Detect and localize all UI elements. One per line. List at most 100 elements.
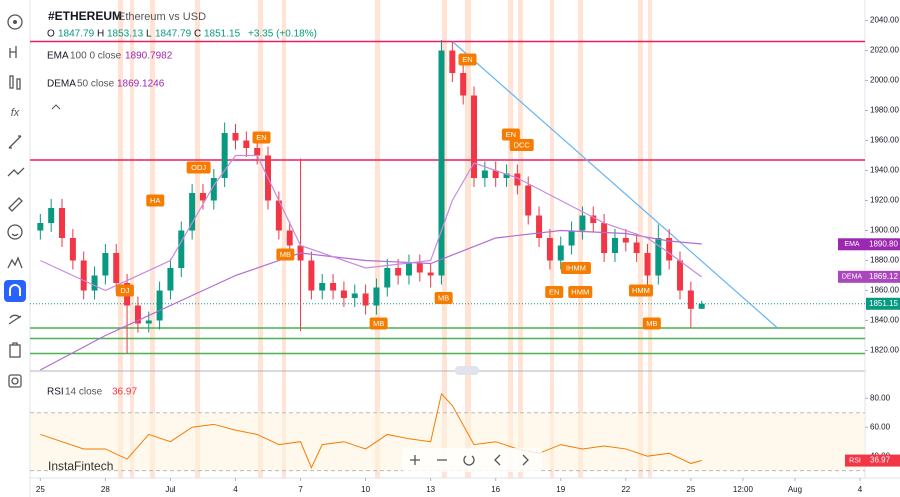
x-tick-label: 22 bbox=[621, 485, 630, 494]
candle-body bbox=[113, 253, 120, 283]
x-tick-label: 28 bbox=[101, 485, 110, 494]
x-tick-label: 4 bbox=[233, 485, 238, 494]
symbol: #ETHEREUM bbox=[48, 9, 122, 23]
candle-body bbox=[622, 238, 629, 243]
indicator-line bbox=[40, 154, 703, 292]
candle-body bbox=[48, 208, 55, 223]
indicator-name: DEMA bbox=[47, 79, 76, 90]
pattern-label: EN bbox=[506, 130, 516, 139]
x-tick-label: 25 bbox=[686, 485, 695, 494]
candle-body bbox=[557, 245, 564, 261]
rsi-tag-label: 36.97 bbox=[870, 456, 891, 465]
ohlc-value: 1853.13 bbox=[107, 29, 144, 40]
x-tick-label: 13 bbox=[426, 485, 435, 494]
pane-handle[interactable] bbox=[455, 366, 479, 375]
indicator-value: 1869.1246 bbox=[117, 79, 165, 90]
change: +3.35 (+0.18%) bbox=[248, 29, 317, 40]
toolbar-icons[interactable]: fx bbox=[4, 14, 26, 388]
candle-body bbox=[134, 305, 141, 324]
candle-body bbox=[384, 268, 391, 288]
zoom-controls[interactable] bbox=[402, 448, 542, 472]
candle-body bbox=[362, 293, 369, 306]
candle-body bbox=[254, 148, 261, 156]
pattern-label: DCC bbox=[514, 140, 531, 149]
x-tick-label: 25 bbox=[36, 485, 45, 494]
candle-body bbox=[351, 293, 358, 298]
ohlc-value: 1847.79 bbox=[58, 29, 95, 40]
candle-body bbox=[167, 268, 174, 291]
candle-body bbox=[405, 263, 412, 276]
x-tick-label: 10 bbox=[361, 485, 370, 494]
indicator-params: 100 0 close bbox=[70, 51, 122, 62]
candle-body bbox=[438, 50, 445, 276]
candle-body bbox=[633, 242, 640, 253]
candle-body bbox=[644, 253, 651, 276]
y-tick-label: 1920.00 bbox=[870, 196, 899, 205]
price-tag-name: DEMA bbox=[842, 274, 863, 281]
y-tick-label: 1900.00 bbox=[870, 226, 899, 235]
candle-body bbox=[37, 223, 44, 231]
candle-body bbox=[416, 263, 423, 273]
pattern-label: HA bbox=[150, 196, 160, 205]
pattern-label: MB bbox=[280, 250, 291, 259]
svg-text:fx: fx bbox=[11, 107, 20, 119]
y-tick-label: 1880.00 bbox=[870, 256, 899, 265]
pattern-badge bbox=[115, 284, 134, 297]
pattern-badge bbox=[642, 317, 661, 330]
candle-body bbox=[145, 320, 152, 324]
candle-body bbox=[330, 283, 337, 291]
candle-body bbox=[687, 290, 694, 309]
y-tick-label: 1960.00 bbox=[870, 136, 899, 145]
toolbar bbox=[0, 0, 30, 497]
candle-body bbox=[232, 133, 239, 141]
y-tick-label: 1860.00 bbox=[870, 286, 899, 295]
indicator-value: 1890.7982 bbox=[125, 51, 173, 62]
watermark: InstaFintech bbox=[48, 459, 113, 473]
candle-body bbox=[178, 230, 185, 268]
ohlc-value: 1851.15 bbox=[204, 29, 241, 40]
candle-body bbox=[655, 238, 662, 276]
pattern-label: MB bbox=[373, 319, 384, 328]
candle-body bbox=[471, 95, 478, 178]
candle-body bbox=[460, 73, 467, 96]
rsi-params: 14 close bbox=[65, 387, 103, 398]
indicator-line bbox=[40, 229, 702, 371]
candle-body bbox=[243, 140, 250, 148]
candle-body bbox=[503, 173, 510, 178]
candle-body bbox=[221, 133, 228, 178]
rsi-tick-label: 60.00 bbox=[870, 422, 891, 431]
ohlc-key: C bbox=[194, 29, 201, 40]
pattern-badge bbox=[276, 248, 295, 261]
header: #ETHEREUM Ethereum vs USD O 1847.79 H 18… bbox=[47, 9, 317, 473]
x-tick-label: Jul bbox=[165, 485, 175, 494]
description: Ethereum vs USD bbox=[118, 11, 206, 23]
rsi-tag-name-bg bbox=[845, 454, 866, 467]
candle-body bbox=[69, 238, 76, 261]
candle-body bbox=[286, 230, 293, 246]
candle-body bbox=[525, 185, 532, 216]
candle-body bbox=[601, 223, 608, 253]
rsi-name: RSI bbox=[47, 387, 64, 398]
indicator-params: 50 close bbox=[77, 79, 115, 90]
rsi-line bbox=[40, 392, 702, 469]
candle-body bbox=[579, 215, 586, 231]
candle-body bbox=[59, 208, 66, 238]
pattern-label: DJ bbox=[120, 286, 129, 295]
session-highlights bbox=[118, 0, 652, 478]
candle-body bbox=[568, 230, 575, 246]
price-tag bbox=[866, 297, 900, 310]
pattern-badge bbox=[509, 139, 534, 151]
candle-body bbox=[536, 215, 543, 238]
indicator-name: EMA bbox=[47, 51, 69, 62]
candle-body bbox=[611, 238, 618, 253]
y-tick-label: 1940.00 bbox=[870, 166, 899, 175]
rsi-tag-name: RSI bbox=[849, 457, 861, 464]
collapse-button[interactable] bbox=[51, 104, 61, 110]
candle-body bbox=[308, 260, 315, 291]
candle-body bbox=[210, 178, 217, 201]
candle-body bbox=[199, 193, 206, 201]
pattern-badge bbox=[501, 128, 520, 141]
pattern-badge bbox=[568, 286, 593, 298]
pattern-badge bbox=[560, 262, 591, 274]
